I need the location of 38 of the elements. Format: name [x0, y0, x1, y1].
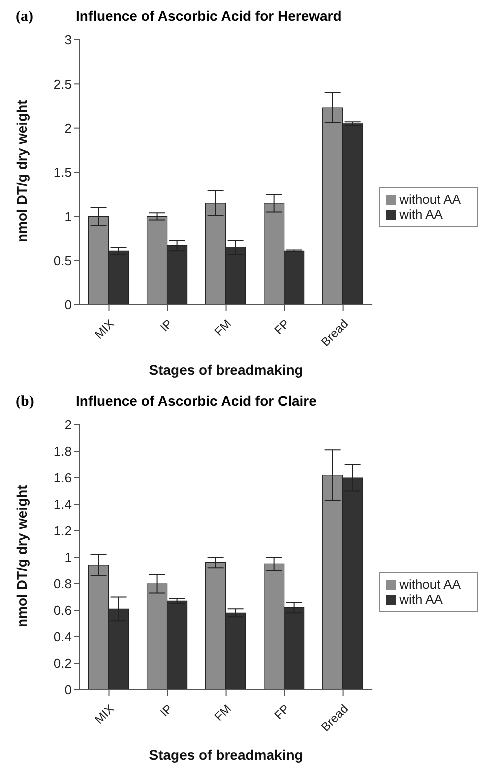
y-tick-label: 1.6 — [54, 470, 72, 486]
chart-title: Influence of Ascorbic Acid for Hereward — [76, 8, 342, 24]
y-tick-label: 2.5 — [54, 76, 72, 92]
legend-label: without AA — [400, 576, 461, 592]
y-tick-label: 1.8 — [54, 444, 72, 460]
y-tick-label: 0.6 — [54, 603, 72, 618]
legend-label: without AA — [400, 192, 461, 206]
x-axis-title: Stages of breadmaking — [149, 362, 304, 378]
x-tick-label: FM — [212, 316, 234, 340]
x-tick-label: FP — [272, 702, 293, 723]
x-tick-label: FM — [212, 702, 234, 724]
y-tick-label: 0.2 — [54, 656, 72, 672]
y-axis-title: nmol DT/g dry weight — [14, 100, 30, 242]
y-tick-label: 1.2 — [54, 524, 72, 539]
x-tick-label: IP — [158, 702, 176, 720]
x-tick-label: FP — [272, 316, 293, 338]
y-tick-label: 2 — [64, 120, 72, 136]
legend-label: with AA — [400, 206, 443, 222]
y-tick-label: 0.4 — [54, 630, 72, 645]
y-tick-label: 0 — [64, 682, 72, 698]
y-axis-title: nmol DT/g dry weight — [14, 484, 30, 628]
y-tick-label: 0 — [64, 298, 72, 313]
y-tick-label: 1 — [64, 550, 72, 566]
chart-title: Influence of Ascorbic Acid for Claire — [76, 393, 317, 409]
y-tick-label: 0.8 — [54, 576, 72, 592]
x-tick-label: MIX — [92, 702, 118, 727]
y-tick-label: 1.4 — [54, 497, 72, 512]
y-tick-label: 2 — [64, 418, 72, 433]
y-tick-label: 0.5 — [54, 253, 72, 268]
x-tick-label: MIX — [92, 316, 118, 342]
text: (b) — [16, 394, 36, 411]
y-tick-label: 1.5 — [54, 165, 72, 180]
legend-label: with AA — [400, 592, 443, 606]
x-axis-title: Stages of breadmaking — [149, 747, 304, 763]
x-tick-label: IP — [158, 316, 176, 335]
y-tick-label: 1 — [64, 209, 72, 224]
y-tick-label: 3 — [64, 32, 72, 48]
text: (a) — [16, 9, 34, 26]
